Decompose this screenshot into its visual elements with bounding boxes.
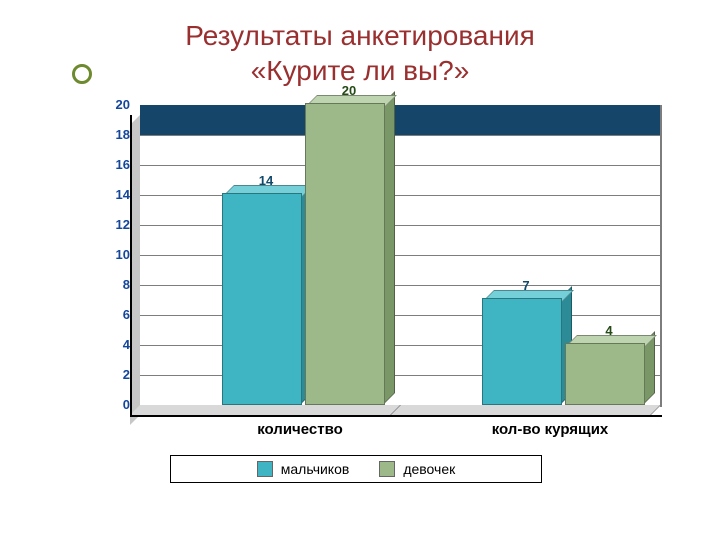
gridline [140, 165, 660, 166]
gridline [140, 195, 660, 196]
y-tick-label: 18 [80, 127, 130, 142]
legend-item-girls: девочек [379, 461, 455, 477]
y-tick-label: 20 [80, 97, 130, 112]
bar-value-label: 7 [496, 278, 556, 293]
y-tick-label: 10 [80, 247, 130, 262]
legend-label-boys: мальчиков [281, 461, 350, 477]
gridline [140, 225, 660, 226]
title-line-1: Результаты анкетирования [185, 20, 535, 51]
legend-item-boys: мальчиков [257, 461, 350, 477]
y-tick-label: 16 [80, 157, 130, 172]
x-axis-line [130, 415, 662, 417]
legend-swatch-boys [257, 461, 273, 477]
gridline [140, 285, 660, 286]
y-tick-label: 8 [80, 277, 130, 292]
gridline [140, 255, 660, 256]
bar-value-label: 4 [579, 323, 639, 338]
category-label: количество [200, 421, 400, 438]
y-tick-label: 14 [80, 187, 130, 202]
chart-header-band [140, 105, 660, 135]
legend-swatch-girls [379, 461, 395, 477]
bar-value-label: 20 [319, 83, 379, 98]
y-tick-label: 4 [80, 337, 130, 352]
legend-label-girls: девочек [403, 461, 455, 477]
y-tick-label: 12 [80, 217, 130, 232]
bullet-icon [72, 64, 92, 84]
bar [305, 105, 383, 405]
y-tick-label: 2 [80, 367, 130, 382]
bar [222, 195, 300, 405]
chart-legend: мальчиков девочек [170, 455, 542, 483]
bar-value-label: 14 [236, 173, 296, 188]
category-label: кол-во курящих [450, 421, 650, 438]
y-tick-label: 0 [80, 397, 130, 412]
gridline [140, 315, 660, 316]
y-axis-line [130, 115, 132, 417]
title-line-2: «Курите ли вы?» [251, 55, 470, 86]
y-tick-label: 6 [80, 307, 130, 322]
bar [482, 300, 560, 405]
gridline [140, 135, 660, 136]
slide-title: Результаты анкетирования «Курите ли вы?» [0, 18, 720, 88]
bar [565, 345, 643, 405]
survey-bar-chart: 02468101214161820количествокол-во курящи… [80, 105, 660, 445]
